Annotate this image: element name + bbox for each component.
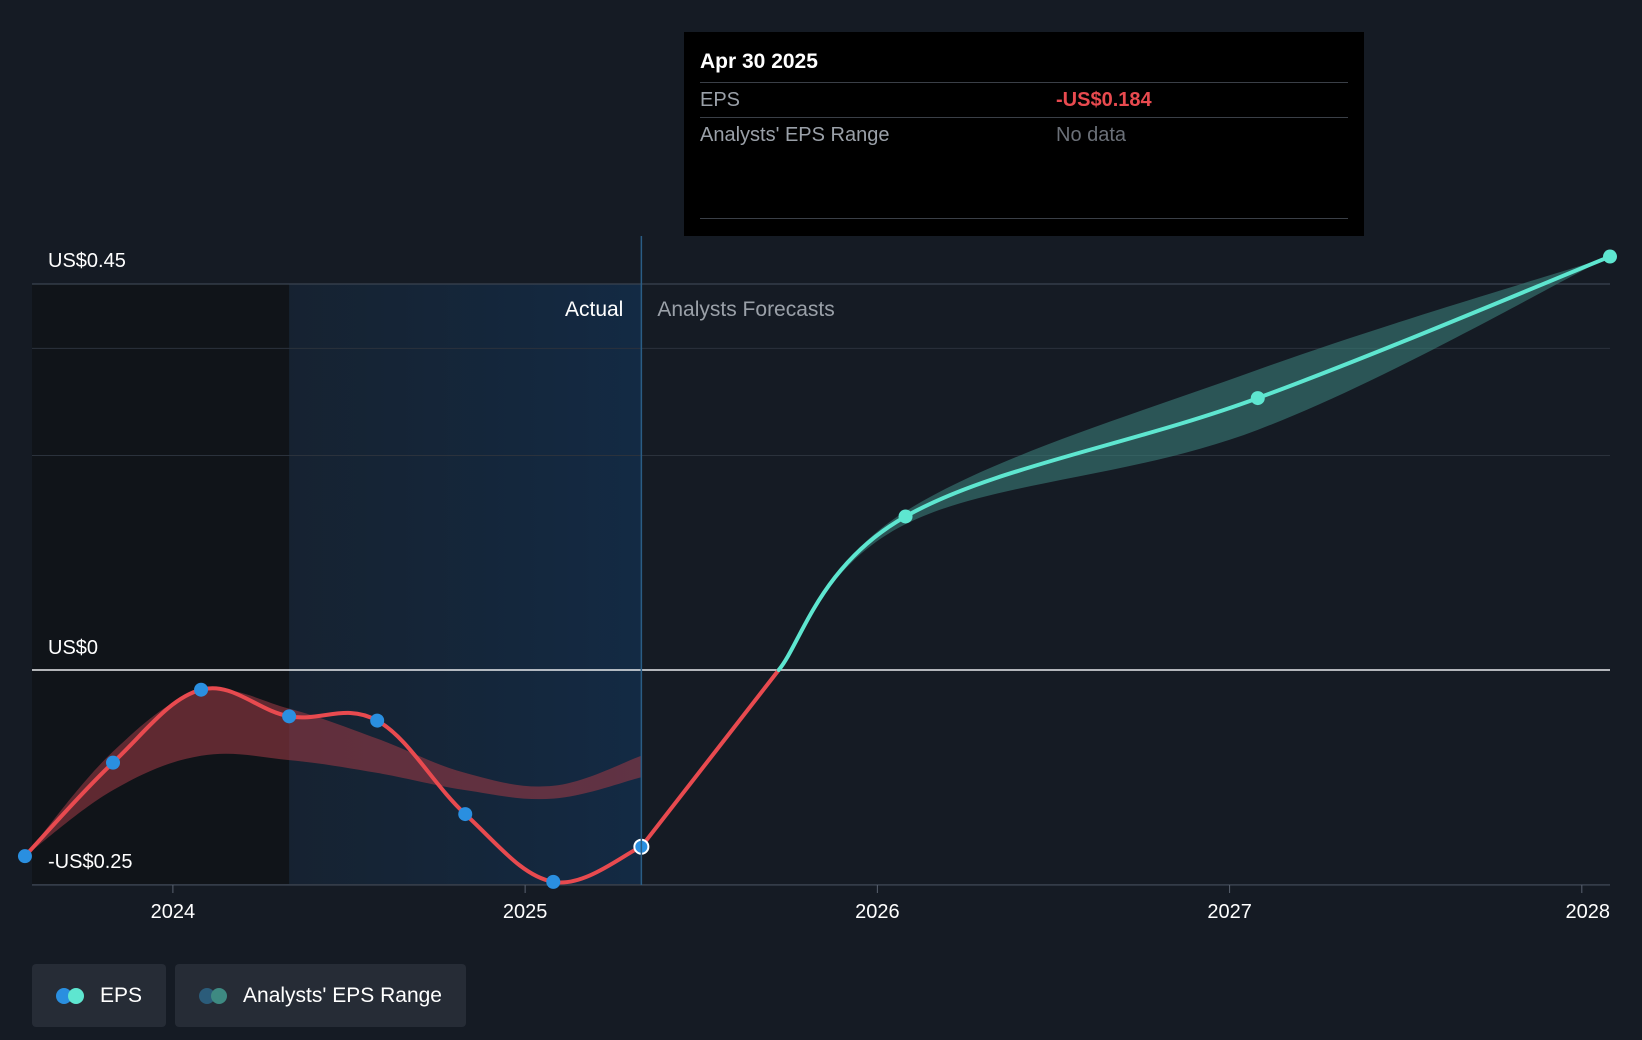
tooltip-row-eps: EPS -US$0.184 — [700, 82, 1348, 117]
actual-region-shade — [289, 284, 642, 885]
actual-eps-point — [458, 807, 473, 822]
x-tick-label: 2026 — [855, 901, 900, 923]
tooltip-range-value: No data — [1056, 124, 1127, 146]
x-tick-label: 2028 — [1566, 901, 1611, 923]
tooltip-eps-label: EPS — [700, 89, 741, 111]
actual-eps-point — [194, 682, 209, 697]
x-axis-ticks: 2024 2025 2026 2027 2028 — [151, 885, 1610, 923]
actual-eps-point — [17, 849, 32, 864]
forecast-eps-line-negative — [639, 668, 781, 849]
actual-eps-point — [282, 709, 297, 724]
eps-range-bands — [24, 256, 1610, 857]
forecast-eps-point — [898, 509, 913, 524]
tooltip-row-range: Analysts' EPS Range No data — [700, 117, 1348, 152]
legend-eps-label: EPS — [100, 983, 143, 1007]
legend-item-eps[interactable]: EPS — [32, 964, 167, 1027]
legend-range-label: Analysts' EPS Range — [243, 983, 442, 1007]
forecast-eps-point — [1603, 249, 1617, 264]
forecast-eps-line-positive — [776, 254, 1612, 672]
legend-item-eps-range[interactable]: Analysts' EPS Range — [175, 964, 466, 1027]
y-axis-label-top: US$0.45 — [48, 250, 126, 272]
x-tick-label: 2027 — [1207, 901, 1252, 923]
x-tick-label: 2025 — [503, 901, 548, 923]
tooltip-date: Apr 30 2025 — [700, 50, 818, 73]
eps-points — [17, 249, 1617, 889]
tooltip-range-label: Analysts' EPS Range — [700, 124, 890, 146]
forecast-eps-point — [1250, 391, 1265, 406]
tooltip: Apr 30 2025 EPS -US$0.184 Analysts' EPS … — [684, 32, 1364, 236]
forecast-eps-range-band — [778, 256, 1610, 670]
tooltip-divider — [700, 218, 1348, 219]
y-axis-label-zero: US$0 — [48, 637, 98, 659]
actual-eps-point — [106, 755, 121, 770]
gridlines — [32, 283, 1610, 886]
tooltip-eps-value: -US$0.184 — [1056, 89, 1152, 111]
legend: EPS Analysts' EPS Range — [32, 964, 466, 1027]
forecast-region-label: Analysts Forecasts — [657, 298, 834, 321]
legend-range-swatch-icon — [199, 987, 229, 1004]
legend-eps-swatch-icon — [56, 987, 86, 1004]
actual-eps-point — [370, 713, 385, 728]
y-axis-label-bottom: -US$0.25 — [48, 851, 133, 873]
x-tick-label: 2024 — [151, 901, 196, 923]
pre-actual-shade — [32, 284, 290, 885]
actual-eps-range-band — [24, 689, 642, 857]
actual-region-label: Actual — [565, 298, 623, 321]
actual-eps-point — [546, 874, 561, 889]
